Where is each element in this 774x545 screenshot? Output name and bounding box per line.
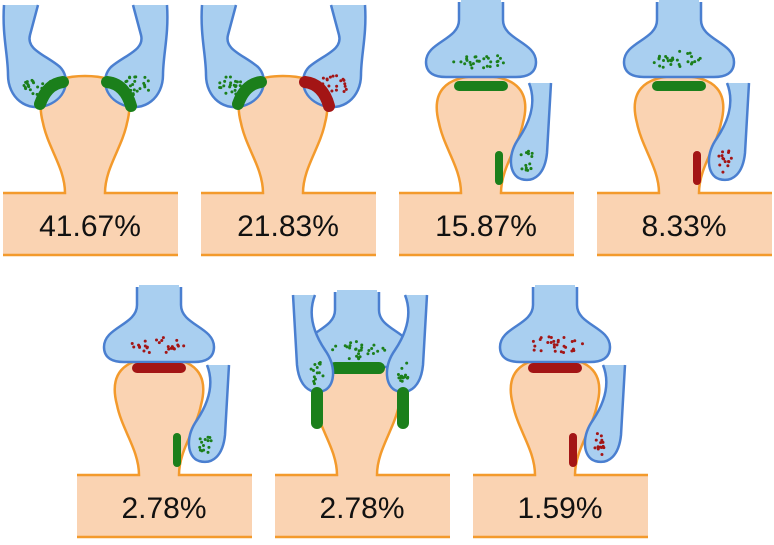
synapse-panel: 41.67% <box>2 4 178 257</box>
axon-terminal <box>583 364 627 464</box>
percentage-label: 41.67% <box>39 210 141 243</box>
percentage-label: 1.59% <box>517 492 602 525</box>
axon-terminal <box>301 4 367 109</box>
axon-terminal <box>622 2 736 79</box>
axon-terminal <box>187 364 231 464</box>
vesicle-cluster <box>331 340 387 361</box>
postsynaptic-density <box>232 76 267 110</box>
postsynaptic-density <box>299 76 335 112</box>
dendritic-spine <box>473 358 648 537</box>
percentage-label: 2.78% <box>121 492 206 525</box>
axon-terminal <box>291 294 335 394</box>
dendritic-spine <box>3 76 178 255</box>
vesicle-cluster <box>519 149 534 172</box>
vesicle-cluster <box>130 336 186 355</box>
vesicle-cluster <box>531 335 584 355</box>
vesicle-cluster <box>652 49 702 69</box>
percentage-label: 15.87% <box>435 210 537 243</box>
axon-terminal <box>2 4 68 109</box>
vesicle-cluster <box>198 435 213 454</box>
percentage-label: 2.78% <box>319 492 404 525</box>
vesicle-cluster <box>717 149 733 174</box>
axon-terminal <box>424 2 538 79</box>
dendritic-spine <box>399 76 574 255</box>
synapse-panel: 2.78% <box>77 285 252 539</box>
synapse-panel: 1.59% <box>473 285 648 539</box>
percentage-label: 21.83% <box>237 210 339 243</box>
synapse-panel: 21.83% <box>200 4 376 257</box>
postsynaptic-density <box>34 76 69 110</box>
synapse-panel: 2.78% <box>275 290 450 539</box>
postsynaptic-density <box>101 76 137 112</box>
dendritic-spine <box>597 76 772 255</box>
dendritic-spine <box>201 76 376 255</box>
synapse-panel: 8.33% <box>597 0 772 257</box>
axon-terminal <box>385 294 429 394</box>
vesicle-cluster <box>396 361 410 383</box>
vesicle-cluster <box>452 54 505 70</box>
synapse-panel: 15.87% <box>399 0 574 257</box>
axon-terminal <box>102 287 216 364</box>
vesicle-cluster <box>309 361 325 386</box>
vesicle-cluster <box>593 432 606 457</box>
percentage-label: 8.33% <box>641 210 726 243</box>
dendritic-spine <box>77 358 252 537</box>
